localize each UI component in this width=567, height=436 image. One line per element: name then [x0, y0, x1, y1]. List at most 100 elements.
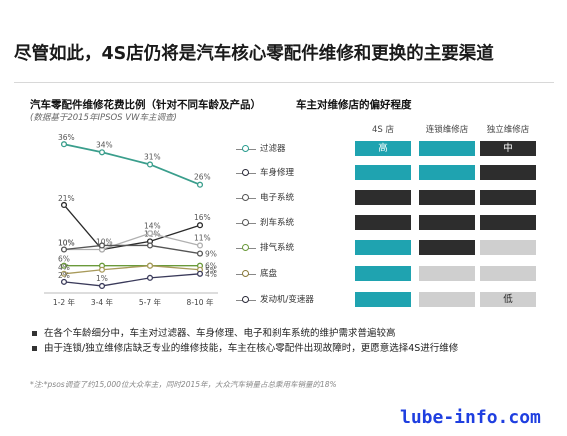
preference-cell — [419, 190, 475, 205]
row-marker — [242, 145, 249, 152]
data-label: 31% — [144, 152, 161, 161]
preference-cell — [480, 190, 536, 205]
column-header: 4S 店 — [371, 125, 394, 135]
series-line — [63, 273, 201, 287]
bullet-item: 由于连锁/独立维修店缺乏专业的维修技能，车主在核心零配件出现故障时，更愿意选择4… — [30, 341, 555, 356]
preference-cell — [355, 141, 411, 156]
preference-cell-label: 低 — [503, 294, 513, 305]
left-chart-note: (数据基于2015年IPSOS VW车主调查) — [30, 113, 177, 123]
data-point — [98, 242, 106, 249]
series-line — [63, 204, 201, 251]
left-chart-title: 汽车零配件维修花费比例（针对不同车龄及产品） — [30, 99, 261, 111]
component-label: 底盘 — [260, 269, 278, 279]
data-label: 1% — [96, 274, 108, 283]
x-tick-label: 5-7 年 — [139, 297, 162, 307]
data-label: 16% — [194, 213, 211, 222]
preference-cell — [480, 215, 536, 230]
watermark: lube-info.com — [400, 407, 541, 428]
title-divider — [14, 82, 554, 83]
preference-cell — [355, 292, 411, 307]
x-tick-label: 8-10 年 — [187, 297, 214, 307]
preference-cell — [480, 292, 536, 307]
data-point — [60, 246, 68, 253]
preference-cell — [355, 240, 411, 255]
data-point — [146, 274, 154, 281]
page-title: 尽管如此，4S店仍将是汽车核心零配件维修和更换的主要渠道 — [14, 44, 494, 64]
data-label: 9% — [205, 250, 217, 259]
data-point — [196, 250, 204, 257]
preference-cell — [419, 292, 475, 307]
data-point — [146, 242, 154, 249]
series-line — [63, 143, 201, 186]
component-label: 过滤器 — [260, 144, 286, 154]
preference-cell-label: 中 — [503, 143, 513, 154]
bullet-list: 在各个车龄细分中，车主对过滤器、车身修理、电子和刹车系统的维护需求普遍较高 由于… — [30, 326, 555, 356]
series-line — [63, 244, 201, 255]
preference-cell — [419, 141, 475, 156]
preference-cell — [355, 165, 411, 180]
data-point — [196, 270, 204, 277]
data-point — [60, 270, 68, 277]
data-label: 21% — [58, 194, 75, 203]
component-label: 排气系统 — [260, 243, 295, 253]
data-point — [196, 181, 204, 188]
preference-cell — [355, 215, 411, 230]
component-label: 车身修理 — [260, 168, 295, 178]
preference-cell — [419, 215, 475, 230]
data-point — [60, 201, 68, 209]
preference-cell-label: 高 — [378, 143, 388, 154]
data-point — [98, 266, 106, 273]
data-label: 34% — [96, 140, 113, 149]
data-point — [146, 230, 154, 237]
data-label: 4% — [205, 270, 217, 279]
data-point — [146, 161, 154, 168]
data-point — [98, 149, 106, 156]
data-label: 6% — [58, 255, 70, 264]
data-point — [60, 278, 68, 285]
preference-cell — [355, 266, 411, 281]
preference-cell — [419, 165, 475, 180]
row-marker — [242, 194, 249, 201]
row-marker — [242, 219, 249, 226]
row-marker — [242, 270, 249, 277]
x-tick-label: 1-2 年 — [53, 297, 76, 307]
series-line — [63, 265, 201, 275]
preference-cell — [419, 266, 475, 281]
data-label: 10% — [58, 239, 75, 248]
data-label: 14% — [144, 221, 161, 230]
row-marker — [242, 169, 249, 176]
data-label: 36% — [58, 133, 75, 142]
preference-cell — [480, 240, 536, 255]
preference-cell — [355, 190, 411, 205]
preference-cell — [419, 240, 475, 255]
data-label: 10% — [96, 238, 113, 247]
right-chart-title: 车主对维修店的偏好程度 — [296, 99, 412, 111]
x-tick-label: 3-4 年 — [91, 297, 114, 307]
row-marker — [242, 244, 249, 251]
data-label: 4% — [58, 263, 70, 272]
row-marker — [242, 296, 249, 303]
data-point — [60, 262, 68, 269]
data-point — [146, 262, 154, 269]
data-point — [196, 242, 204, 249]
data-label: 26% — [194, 173, 211, 182]
footnote: *注:*psos调查了约15,000位大众车主，同时2015年，大众汽车销量占总… — [30, 380, 337, 389]
preference-cell — [480, 165, 536, 180]
data-label: 5% — [205, 266, 217, 275]
preference-cell — [480, 141, 536, 156]
preference-cell — [480, 266, 536, 281]
component-label: 电子系统 — [260, 193, 295, 203]
data-point — [196, 222, 204, 229]
component-label: 刹车系统 — [260, 218, 295, 228]
series-line — [64, 232, 201, 251]
column-header: 独立维修店 — [486, 125, 530, 135]
data-label: 11% — [194, 233, 211, 242]
data-label: 10% — [58, 239, 75, 248]
data-label: 2% — [58, 271, 70, 280]
column-header: 连锁维修店 — [425, 125, 469, 135]
data-point — [60, 141, 68, 148]
component-label: 发动机/变速器 — [260, 295, 314, 305]
data-point — [98, 282, 106, 290]
data-label: 6% — [205, 262, 217, 271]
